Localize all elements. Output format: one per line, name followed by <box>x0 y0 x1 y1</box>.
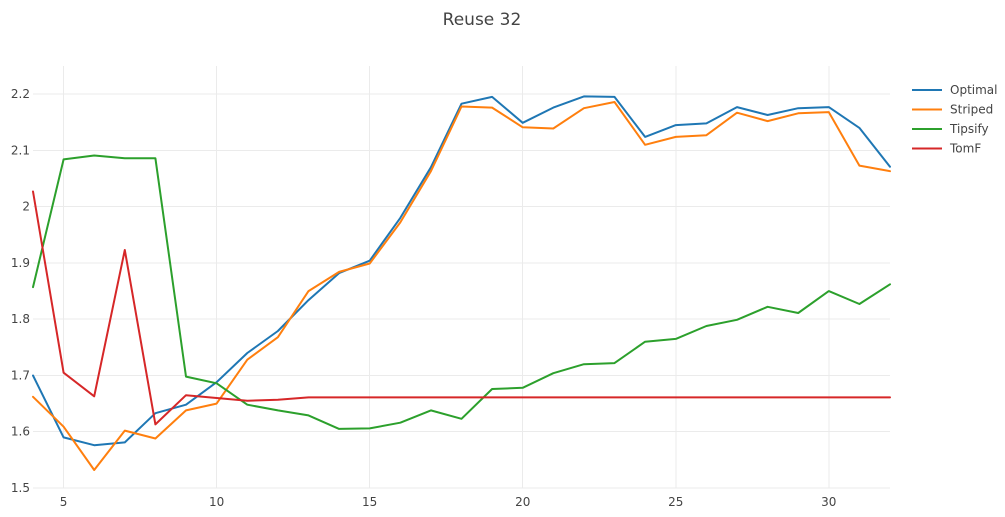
y-tick-label: 1.6 <box>11 425 30 439</box>
series-line-tomf <box>32 190 891 426</box>
y-tick-label: 2.2 <box>11 87 30 101</box>
y-tick-label: 1.8 <box>11 312 30 326</box>
legend-label: Optimal <box>950 83 997 97</box>
legend-label: TomF <box>949 142 981 156</box>
y-tick-label: 1.9 <box>11 256 30 270</box>
series-line-striped <box>32 101 891 471</box>
legend-item-tomf[interactable]: TomF <box>912 142 981 156</box>
x-tick-label: 25 <box>668 495 683 509</box>
plot-area <box>32 95 891 471</box>
x-tick-label: 20 <box>515 495 530 509</box>
grid <box>33 66 890 489</box>
series-line-optimal <box>32 95 891 447</box>
x-tick-label: 5 <box>60 495 68 509</box>
y-tick-label: 2 <box>22 200 30 214</box>
y-tick-label: 1.5 <box>11 481 30 495</box>
x-tick-label: 10 <box>209 495 224 509</box>
legend[interactable]: Optimal Striped Tipsify TomF <box>912 83 997 156</box>
legend-label: Striped <box>950 103 993 117</box>
legend-item-optimal[interactable]: Optimal <box>912 83 997 97</box>
chart-title: Reuse 32 <box>443 10 522 30</box>
legend-item-tipsify[interactable]: Tipsify <box>912 122 989 136</box>
y-tick-label: 2.1 <box>11 143 30 157</box>
series-line-tipsify <box>32 154 891 430</box>
legend-label: Tipsify <box>949 122 989 136</box>
x-tick-label: 15 <box>362 495 377 509</box>
axes: 1.5 1.6 1.7 1.8 1.9 2 2.1 2.2 5 10 15 20 25 30 <box>11 87 837 509</box>
legend-item-striped[interactable]: Striped <box>912 103 993 117</box>
x-tick-label: 30 <box>821 495 836 509</box>
y-tick-label: 1.7 <box>11 368 30 382</box>
